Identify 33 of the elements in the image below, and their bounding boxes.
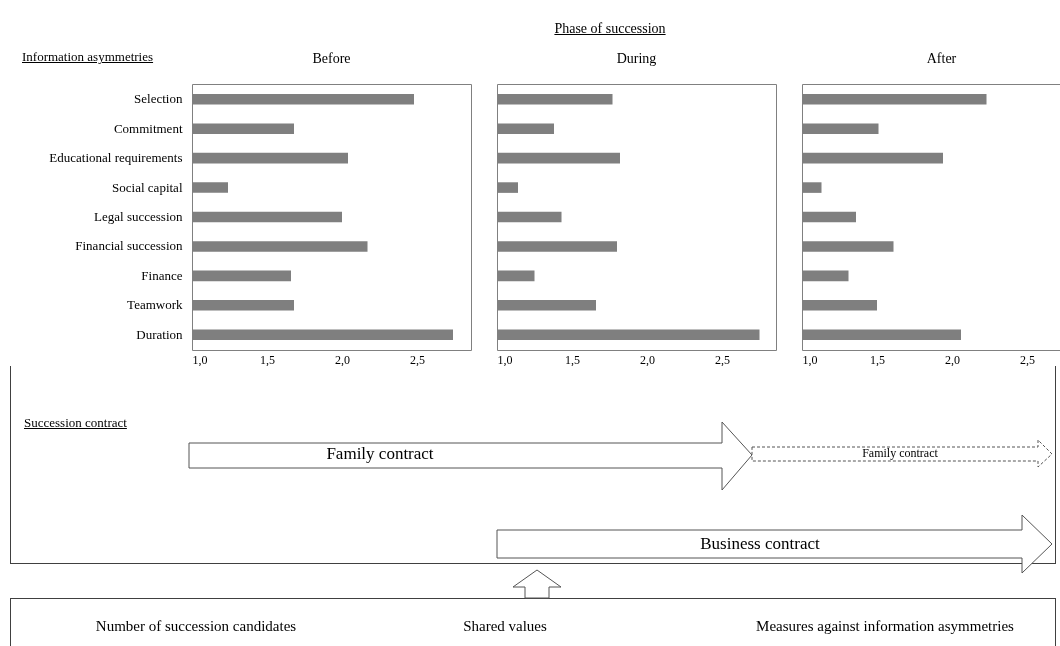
text: Family contract: [326, 444, 434, 464]
x-tick-label: 1,0: [497, 352, 513, 367]
x-tick-label: 1,5: [565, 352, 580, 367]
x-tick-label: 1,0: [802, 352, 818, 367]
chart-title: After: [926, 51, 957, 66]
x-tick-label: 1,5: [260, 352, 275, 367]
y-axis-title: Information asymmetries: [22, 49, 154, 65]
y-tick-label: Finance: [141, 267, 183, 283]
text: Business contract: [700, 534, 820, 554]
chart-title: Before: [312, 51, 351, 66]
text: Shared values: [463, 618, 547, 635]
x-tick-label: 1,5: [870, 352, 885, 367]
text: Number of succession candidates: [95, 618, 297, 635]
text: Succession contract: [24, 415, 127, 431]
x-tick-label: 2,5: [715, 352, 730, 367]
text: Family contract: [862, 446, 938, 461]
y-tick-label: Teamwork: [127, 297, 183, 313]
text: Phase of succession: [554, 21, 666, 37]
y-tick-label: Educational requirements: [49, 150, 183, 166]
x-tick-label: 2,0: [335, 352, 350, 367]
x-tick-label: 2,0: [640, 352, 655, 367]
x-tick-label: 1,0: [192, 352, 208, 367]
y-tick-label: Duration: [136, 326, 183, 342]
x-tick-label: 2,5: [410, 352, 425, 367]
text: Measures against information asymmetries: [756, 618, 1014, 635]
y-tick-label: Legal succession: [94, 209, 183, 224]
x-tick-label: 2,5: [1020, 352, 1035, 367]
y-tick-label: Selection: [134, 91, 183, 107]
y-tick-label: Commitment: [113, 120, 183, 136]
y-tick-label: Financial succession: [75, 238, 183, 254]
y-tick-label: Social capital: [112, 179, 183, 195]
chart-title: During: [616, 51, 657, 66]
x-tick-label: 2,0: [945, 352, 960, 367]
